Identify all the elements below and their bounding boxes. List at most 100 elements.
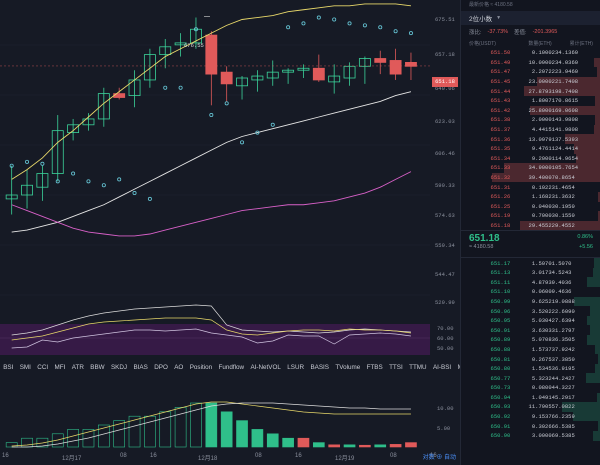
total-cell: 37.9242 <box>551 345 575 353</box>
bid-row[interactable]: 651.13 3.0173 4.5243 <box>461 267 600 278</box>
volume-bar <box>343 444 356 448</box>
total-cell: 137.5393 <box>551 135 579 143</box>
ask-row[interactable]: 651.18 29.4552 29.4552 <box>461 220 600 231</box>
indicator-tab[interactable]: SKDJ <box>110 363 128 371</box>
change-percent: 0.86% <box>577 234 593 241</box>
indicator-tab[interactable]: MLR <box>454 364 460 371</box>
candle-body <box>405 62 417 67</box>
ask-row[interactable]: 651.45 23.0000 221.7408 <box>461 76 600 87</box>
indicator-tab[interactable]: ATR <box>71 363 84 371</box>
total-cell: 36.9195 <box>551 365 575 373</box>
header-qty: 数量(ETH) <box>528 40 552 47</box>
ask-row[interactable]: 651.34 9.2000 114.9654 <box>461 153 600 164</box>
indicator-tab[interactable]: BIAS <box>133 363 148 371</box>
indicator-tab[interactable]: TTSI <box>389 363 403 371</box>
total-cell: 124.4414 <box>551 145 579 153</box>
bid-row[interactable]: 650.90 3.0000 69.5385 <box>461 430 600 441</box>
depth-bar <box>589 306 600 316</box>
ask-row[interactable]: 651.42 25.8000 169.0608 <box>461 105 600 116</box>
precision-select[interactable]: 2位小数 ▼ <box>461 11 600 25</box>
bid-row[interactable]: 650.91 3.6303 31.2797 <box>461 325 600 336</box>
ask-row[interactable]: 651.31 0.1022 31.4654 <box>461 182 600 192</box>
ask-row[interactable]: 651.33 34.9000 105.7654 <box>461 163 600 173</box>
candle-body <box>266 71 279 79</box>
bid-row[interactable]: 650.89 5.0708 36.3505 <box>461 335 600 345</box>
indicator-tab[interactable]: FTBS <box>366 363 383 371</box>
bid-row[interactable]: 650.73 0.0800 44.3227 <box>461 383 600 393</box>
sar-dot <box>86 179 91 184</box>
ask-row[interactable]: 651.37 4.4415 141.9808 <box>461 124 600 135</box>
ask-row[interactable]: 651.49 10.0900 234.0360 <box>461 57 600 68</box>
ask-row[interactable]: 651.26 1.1682 31.3632 <box>461 191 600 202</box>
indicator-tab[interactable]: Fundflow <box>218 363 245 371</box>
bid-row[interactable]: 650.77 5.3232 44.2427 <box>461 373 600 383</box>
bid-row[interactable]: 650.80 1.5345 36.9195 <box>461 363 600 374</box>
depth-bar <box>587 335 600 345</box>
bid-row[interactable]: 650.81 0.2675 37.3850 <box>461 354 600 364</box>
ask-row[interactable]: 651.47 2.2072 223.9460 <box>461 67 600 77</box>
price-cell: 651.47 <box>490 68 511 76</box>
indicator-tab[interactable]: AO <box>174 363 184 371</box>
ask-row[interactable]: 651.43 1.8007 170.8615 <box>461 95 600 106</box>
volume-bar <box>21 437 33 448</box>
qty-cell: 0.0800 <box>531 384 552 392</box>
current-price-tag: 651.18 <box>432 77 458 87</box>
indicator-tab[interactable]: DPO <box>154 363 168 371</box>
indicator-tab[interactable]: BASIS <box>310 363 329 371</box>
price-scale-label: 640.06 <box>435 84 455 92</box>
time-axis-label: 12月18 <box>198 456 218 462</box>
total-cell: 66.5385 <box>551 422 575 430</box>
candle-body <box>36 173 49 188</box>
volume-bar <box>405 442 417 448</box>
qty-cell: 3.0173 <box>531 269 552 277</box>
bid-row[interactable]: 650.92 9.1537 66.2359 <box>461 411 600 422</box>
time-axis-label: 12月17 <box>62 456 82 462</box>
ask-row[interactable]: 651.35 9.4761 124.4414 <box>461 143 600 154</box>
price-cell: 650.89 <box>490 336 511 344</box>
indicator-tab[interactable]: TVolume <box>335 363 361 371</box>
ask-row[interactable]: 651.36 13.0979 137.5393 <box>461 134 600 144</box>
indicator-tab[interactable]: SMI <box>19 363 31 371</box>
bid-row[interactable]: 650.88 1.5737 37.9242 <box>461 344 600 355</box>
price-chart[interactable] <box>0 0 460 465</box>
indicator-tab[interactable]: CCI <box>37 363 49 371</box>
bid-row[interactable]: 651.17 1.5070 1.5070 <box>461 258 600 268</box>
bid-row[interactable]: 651.10 0.0600 9.4636 <box>461 287 600 297</box>
oscillator-band <box>0 324 430 355</box>
ask-row[interactable]: 651.44 27.8793 198.7408 <box>461 86 600 96</box>
time-axis-label: 08 <box>255 453 262 459</box>
indicator-tab[interactable]: AI-BSI <box>432 363 452 371</box>
chart-area[interactable]: 675.51 657.18 640.06 623.03 606.46 590.33 574.… <box>0 0 460 465</box>
volume-bar <box>359 444 371 448</box>
bid-row[interactable]: 650.95 5.0304 27.6394 <box>461 315 600 326</box>
qty-cell: 3.6303 <box>531 326 552 334</box>
sub1-scale-label: 60.00 <box>437 335 454 342</box>
bid-row[interactable]: 650.91 0.3026 66.5385 <box>461 421 600 431</box>
volume-bar <box>205 402 218 448</box>
bid-row[interactable]: 650.94 1.0491 45.2917 <box>461 392 600 403</box>
indicator-tab[interactable]: AI-NetVOL <box>250 363 281 371</box>
indicator-tab[interactable]: BBW <box>90 363 105 371</box>
indicator-tab[interactable]: BSI <box>3 363 14 371</box>
sar-dot <box>209 113 214 118</box>
ask-row[interactable]: 651.32 39.4000 70.8654 <box>461 172 600 183</box>
bid-row[interactable]: 650.93 11.7905 57.0822 <box>461 402 600 412</box>
indicator-tab[interactable]: Position <box>189 363 213 371</box>
price-cell: 651.44 <box>490 87 511 95</box>
bid-row[interactable]: 650.99 9.6252 19.0888 <box>461 296 600 307</box>
axis-mode-buttons[interactable]: 对数 ⊕ 自动 <box>422 455 456 461</box>
depth-bar <box>592 267 600 278</box>
bid-row[interactable]: 650.96 3.5202 22.6090 <box>461 306 600 316</box>
ask-row[interactable]: 651.38 2.0000 143.9808 <box>461 115 600 125</box>
ask-row[interactable]: 651.25 0.0400 30.1950 <box>461 201 600 212</box>
total-cell: 44.3227 <box>551 384 575 392</box>
ask-row[interactable]: 651.19 0.7000 30.1550 <box>461 211 600 221</box>
bid-row[interactable]: 651.11 4.8793 9.4036 <box>461 277 600 288</box>
last-price-usd: ≈ 4180.58 <box>469 244 494 251</box>
ask-row[interactable]: 651.50 0.1000 234.1360 <box>461 48 600 58</box>
book-stats: 涨比: -37.73% 差值: -201.3965 <box>461 25 600 38</box>
indicator-tab[interactable]: TTMU <box>409 363 427 371</box>
depth-bar <box>524 86 600 96</box>
indicator-tab[interactable]: MFI <box>54 363 66 371</box>
indicator-tab[interactable]: LSUR <box>287 363 305 371</box>
